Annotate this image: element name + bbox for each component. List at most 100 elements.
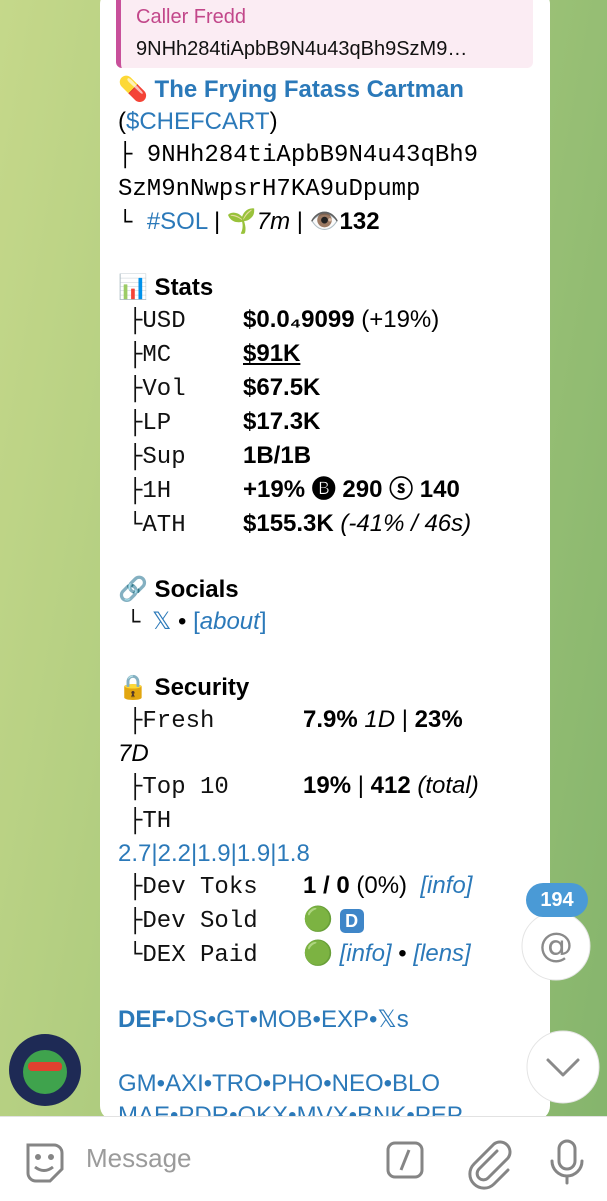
attach-button[interactable] xyxy=(468,1140,512,1190)
link[interactable]: $CHEFCART xyxy=(126,108,270,135)
header-line: ($CHEFCART) xyxy=(118,106,492,138)
text-span: 💊 xyxy=(118,76,148,103)
link[interactable]: 1.8 xyxy=(276,840,310,867)
text-span: (+19%) xyxy=(354,306,440,333)
text-span: 132 xyxy=(339,208,380,235)
input-icons xyxy=(26,1139,584,1190)
link[interactable]: 1.9| xyxy=(236,840,277,867)
text-span: 1B/1B xyxy=(243,442,312,469)
link[interactable]: 2.2| xyxy=(157,840,198,867)
link[interactable]: •DS•GT•MOB•EXP•𝕏s xyxy=(166,1006,409,1033)
text-span: +19% 🅑 290 ⓢ 140 xyxy=(243,476,460,503)
message-text: 💊 The Frying Fatass Cartman ($CHEFCART) ├ … xyxy=(118,74,492,1132)
stat-row: └DEX Paid 🟢 [info] • [lens] xyxy=(118,938,492,972)
stat-row: ├Top 10 19% | 412 (total) xyxy=(118,770,492,804)
text-span: 23% xyxy=(414,706,463,733)
stat-row: └ATH $155.3K (-41% / 46s) xyxy=(118,508,492,542)
row-label: ├Dev Sold xyxy=(128,908,258,935)
reply-author: Caller Fredd xyxy=(136,6,247,28)
row-label: ├USD xyxy=(128,308,186,335)
text-span: $91K xyxy=(243,340,301,367)
link[interactable]: about xyxy=(199,608,260,635)
stat-row: ├USD $0.0₄9099 (+19%) xyxy=(118,304,492,338)
text-span: | 👁️ xyxy=(290,208,340,235)
message-placeholder[interactable]: Message xyxy=(86,1143,192,1173)
row-label: ├Top 10 xyxy=(128,774,229,801)
section-heading: 🔒 Security xyxy=(118,672,492,704)
text-span: 1D xyxy=(364,706,396,733)
text-span: ) xyxy=(269,108,278,135)
row-label: ├LP xyxy=(128,410,172,437)
text-span: 🟢 xyxy=(303,940,340,967)
link[interactable]: 1.9| xyxy=(197,840,237,867)
link[interactable]: 2.7| xyxy=(118,840,158,867)
header-line: ├ 9NHh284tiApbB9N4u43qBh9 xyxy=(118,138,492,172)
unread-badge[interactable]: 194 xyxy=(526,883,588,917)
chevron-down xyxy=(546,1058,580,1077)
commands-button[interactable] xyxy=(386,1141,424,1179)
link[interactable]: #SOL xyxy=(146,208,208,235)
footer-links: GM•AXI•TRO•PHO•NEO•BLO xyxy=(118,1068,492,1100)
text-span: 🔒 xyxy=(118,674,148,701)
stat-row: └ 𝕏 • [about] xyxy=(118,606,492,640)
section-heading: 🔗 Socials xyxy=(118,574,492,606)
text-span: ( xyxy=(118,108,126,135)
stat-row: ├Dev Sold 🟢 D xyxy=(118,904,492,938)
text-span: $0.0₄9099 xyxy=(243,306,355,333)
mic-button[interactable] xyxy=(550,1139,584,1185)
avatar[interactable] xyxy=(9,1034,81,1106)
text-span: $67.5K xyxy=(243,374,321,401)
text-span: D xyxy=(339,909,364,933)
text-span: | 🌱 xyxy=(207,208,257,235)
text-span: • xyxy=(171,608,194,635)
text-span: (-41% / 46s) xyxy=(333,510,472,537)
link[interactable]: [ xyxy=(193,608,200,635)
row-label: └DEX Paid xyxy=(128,942,258,969)
message-bubble xyxy=(100,0,550,1120)
row-label: ├1H xyxy=(128,478,172,505)
link[interactable]: 𝕏 xyxy=(152,608,172,635)
stat-row: ├1H +19% 🅑 290 ⓢ 140 xyxy=(118,474,492,508)
header-line: └ #SOL | 🌱7m | 👁️132 xyxy=(118,206,492,240)
stat-row: ├Fresh 7.9% 1D | 23% 7D xyxy=(118,704,492,770)
text-span: Stats xyxy=(147,274,214,301)
stat-row: ├MC $91K xyxy=(118,338,492,372)
text-span: (total) xyxy=(410,772,479,799)
row-label: ├Dev Toks xyxy=(128,874,258,901)
link[interactable]: [lens] xyxy=(413,940,471,967)
emoji-button[interactable] xyxy=(26,1143,64,1183)
stat-row: ├Dev Toks 1 / 0 (0%) [info] xyxy=(118,870,492,904)
stat-row: ├Sup 1B/1B xyxy=(118,440,492,474)
text-span: $155.3K xyxy=(243,510,334,537)
header-line: SzM9nNwpsrH7KA9uDpump xyxy=(118,172,492,206)
link[interactable]: ] xyxy=(259,608,267,635)
link[interactable]: [info] xyxy=(420,872,473,899)
row-label: └ATH xyxy=(128,512,186,539)
text-span: $17.3K xyxy=(243,408,321,435)
stat-row: ├Vol $67.5K xyxy=(118,372,492,406)
link[interactable]: The Frying Fatass Cartman xyxy=(147,76,464,103)
link[interactable]: [info] xyxy=(339,940,392,967)
reply-preview[interactable]: Caller Fredd 9NHh284tiApbB9N4u43qBh9SzM9… xyxy=(116,0,533,68)
link[interactable]: GM•AXI•TRO•PHO•NEO•BLO xyxy=(118,1070,441,1097)
row-label: ├MC xyxy=(128,342,172,369)
text-span: (0%) xyxy=(349,872,421,899)
row-label: ├Vol xyxy=(128,376,186,403)
text-span: 1 / 0 xyxy=(303,872,350,899)
text-span: 7m xyxy=(256,208,291,235)
text-span: SzM9nNwpsrH7KA9uDpump xyxy=(118,176,421,203)
text-span: Security xyxy=(147,674,250,701)
stat-row: ├LP $17.3K xyxy=(118,406,492,440)
text-span: | xyxy=(351,772,371,799)
header-line: 💊 The Frying Fatass Cartman xyxy=(118,74,492,106)
row-label: ├Fresh xyxy=(128,708,215,735)
text-span: 19% xyxy=(303,772,352,799)
reply-text: 9NHh284tiApbB9N4u43qBh9SzM9… xyxy=(136,38,468,60)
avatar-figure xyxy=(23,1050,67,1094)
row-label: └ xyxy=(126,610,141,637)
text-span: 412 xyxy=(370,772,411,799)
text-span: Socials xyxy=(147,576,239,603)
link[interactable]: DEF xyxy=(118,1006,166,1033)
row-label: ├TH xyxy=(128,808,172,835)
